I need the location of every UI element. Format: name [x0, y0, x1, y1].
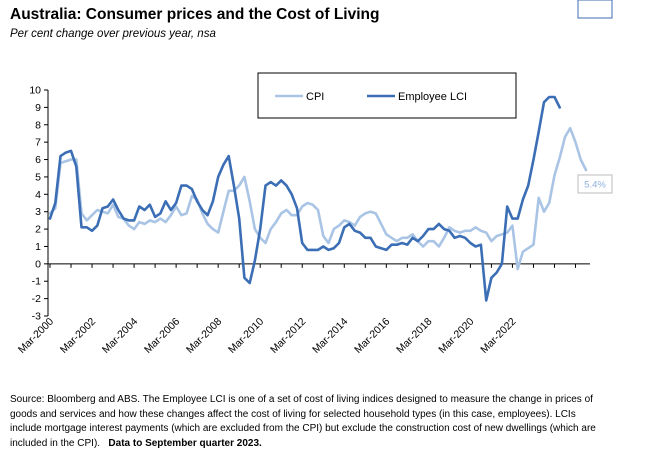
- legend-label-cpi: CPI: [306, 91, 324, 103]
- y-tick-label: 8: [35, 119, 41, 131]
- y-tick-label: 10: [29, 85, 41, 97]
- legend: CPI Employee LCI: [257, 72, 517, 119]
- y-tick-label: 3: [35, 206, 41, 218]
- y-tick-label: -3: [32, 311, 41, 323]
- legend-label-lci: Employee LCI: [398, 91, 467, 103]
- lci-end-label: 9.0%: [584, 0, 606, 3]
- line-chart: -3 -2 -1 0 1 2 3 4 5 6 7 8 9 10 Mar-2000 Mar-2002 Mar-2…: [16, 0, 613, 356]
- end-labels: 5.4% 9.0%: [577, 0, 613, 194]
- y-tick-label: 2: [35, 224, 41, 236]
- cpi-end-label: 5.4%: [584, 179, 606, 190]
- y-tick-label: 7: [35, 137, 41, 149]
- y-axis: -3 -2 -1 0 1 2 3 4 5 6 7 8 9 10: [29, 85, 49, 323]
- chart-title: Australia: Consumer prices and the Cost …: [10, 6, 380, 23]
- x-tick-label: Mar-2002: [58, 316, 98, 356]
- cpi-line: [48, 126, 588, 271]
- y-tick-label: 0: [35, 258, 41, 270]
- x-tick-label: Mar-2022: [478, 316, 518, 356]
- source-bold-note: Data to September quarter 2023.: [108, 437, 262, 449]
- y-tick-label: 1: [35, 241, 41, 253]
- x-tick-label: Mar-2006: [142, 316, 182, 356]
- lci-end-label-box: [577, 0, 613, 19]
- x-tick-label: Mar-2016: [352, 316, 392, 356]
- source-note: Source: Bloomberg and ABS. The Employee …: [10, 393, 610, 451]
- y-tick-label: 5: [35, 171, 41, 183]
- x-tick-label: Mar-2004: [100, 316, 140, 356]
- x-axis: Mar-2000 Mar-2002 Mar-2004 Mar-2006 Mar-2008…: [16, 263, 590, 356]
- y-tick-label: -2: [32, 293, 41, 305]
- x-tick-label: Mar-2020: [436, 316, 476, 356]
- x-tick-label: Mar-2018: [394, 316, 434, 356]
- x-tick-label: Mar-2008: [184, 316, 224, 356]
- series-lines: [48, 95, 588, 302]
- y-tick-label: 9: [35, 102, 41, 114]
- x-tick-label: Mar-2014: [310, 316, 350, 356]
- employee-lci-line: [48, 95, 561, 302]
- chart-subtitle: Per cent change over previous year, nsa: [10, 28, 216, 40]
- y-tick-label: -1: [32, 276, 41, 288]
- y-tick-label: 4: [35, 189, 41, 201]
- y-tick-label: 6: [35, 154, 41, 166]
- x-tick-label: Mar-2010: [226, 316, 266, 356]
- cpi-end-label-box: [577, 174, 613, 194]
- source-text: Source: Bloomberg and ABS. The Employee …: [10, 394, 596, 449]
- x-tick-label: Mar-2012: [268, 316, 308, 356]
